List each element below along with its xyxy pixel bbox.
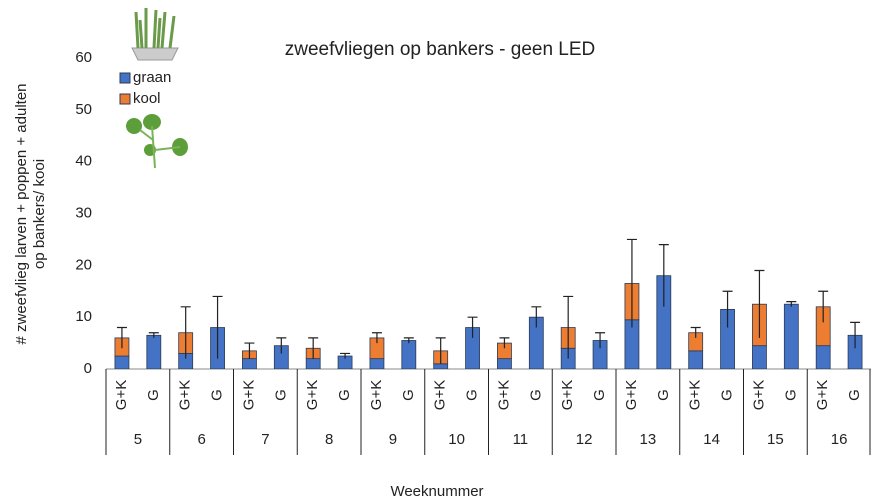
group-label: 12 — [576, 431, 593, 448]
error-bar — [403, 337, 414, 344]
legend-swatch — [119, 72, 131, 84]
x-tick-label: G+K — [623, 380, 640, 410]
x-tick-label: G — [272, 389, 289, 401]
x-tick-label: G+K — [495, 380, 512, 410]
bar-segment — [815, 345, 831, 369]
y-tick-label: 40 — [75, 153, 92, 170]
legend-label: graan — [133, 69, 171, 86]
x-tick-label: G+K — [559, 380, 576, 410]
x-tick-label: G+K — [113, 380, 130, 410]
group-label: 11 — [513, 431, 529, 448]
y-tick-label: 30 — [75, 204, 92, 221]
bar-segment — [688, 350, 704, 369]
bar-segment — [783, 303, 799, 369]
x-tick-label: G — [655, 389, 672, 401]
bar-segment — [752, 345, 767, 369]
x-tick-label: G — [782, 389, 799, 401]
bar-segment — [497, 358, 512, 369]
group-label: 5 — [134, 431, 142, 448]
x-tick-label: G — [400, 389, 417, 401]
x-tick-label: G+K — [368, 380, 385, 410]
grass-icon — [131, 8, 179, 61]
bar-segment — [114, 355, 130, 369]
error-bar — [658, 244, 669, 307]
error-bar — [850, 321, 861, 349]
group-label: 9 — [389, 431, 397, 448]
bar-segment — [305, 358, 321, 369]
error-bar — [148, 332, 159, 338]
x-tick-label: G+K — [432, 380, 449, 410]
cabbage-icon — [126, 114, 188, 169]
y-tick-label: 50 — [75, 101, 92, 118]
error-bar — [371, 332, 382, 344]
error-bar — [818, 290, 829, 323]
x-tick-label: G — [336, 389, 353, 401]
y-tick-label: 10 — [75, 308, 92, 325]
error-bar — [340, 352, 351, 359]
y-axis-title: # zweefvlieg larven + poppen + adulten — [13, 83, 30, 344]
group-label: 8 — [325, 431, 333, 448]
x-tick-label: G — [527, 389, 544, 401]
chart-title: zweefvliegen op bankers - geen LED — [285, 39, 596, 60]
error-bar — [499, 337, 510, 349]
x-tick-label: G+K — [750, 380, 767, 410]
error-bar — [626, 238, 637, 328]
legend-swatch — [119, 93, 131, 105]
error-bar — [722, 290, 733, 328]
x-tick-label: G — [209, 389, 226, 401]
error-bar — [244, 342, 255, 359]
x-axis-title: Weeknummer — [390, 483, 483, 500]
error-bar — [467, 316, 478, 338]
x-tick-label: G — [719, 389, 736, 401]
error-bar — [754, 269, 765, 338]
group-label: 10 — [448, 431, 465, 448]
x-tick-label: G+K — [240, 380, 257, 410]
x-tick-label: G+K — [814, 380, 831, 410]
error-bar — [116, 326, 127, 349]
group-label: 13 — [640, 431, 657, 448]
bar-segment — [401, 340, 417, 369]
legend-label: kool — [133, 90, 161, 107]
y-tick-label: 60 — [75, 49, 92, 66]
plot-area — [114, 238, 863, 369]
error-bar — [180, 306, 191, 359]
group-label: 15 — [767, 431, 784, 448]
error-bar — [212, 295, 223, 359]
error-bar — [595, 332, 606, 349]
group-label: 16 — [831, 431, 848, 448]
error-bar — [308, 337, 319, 359]
y-tick-label: 0 — [84, 360, 92, 377]
group-label: 7 — [261, 431, 269, 448]
x-tick-label: G+K — [177, 380, 194, 410]
group-label: 14 — [703, 431, 720, 448]
bar-segment — [146, 334, 162, 369]
error-bar — [531, 306, 542, 328]
x-tick-label: G — [591, 389, 608, 401]
error-bar — [690, 326, 701, 338]
bar-segment — [433, 363, 449, 369]
x-tick-label: G — [846, 389, 863, 401]
error-bar — [435, 337, 446, 364]
x-tick-label: G — [464, 389, 481, 401]
error-bar — [563, 295, 574, 359]
y-axis-title: op bankers/ kooi — [31, 159, 48, 269]
x-tick-label: G+K — [304, 380, 321, 410]
bar-segment — [242, 358, 257, 369]
y-tick-label: 20 — [75, 256, 92, 273]
x-tick-label: G+K — [687, 380, 704, 410]
bar-segment — [369, 358, 385, 369]
x-tick-label: G — [145, 389, 162, 401]
error-bar — [276, 337, 287, 354]
error-bar — [786, 301, 797, 307]
group-label: 6 — [197, 431, 205, 448]
